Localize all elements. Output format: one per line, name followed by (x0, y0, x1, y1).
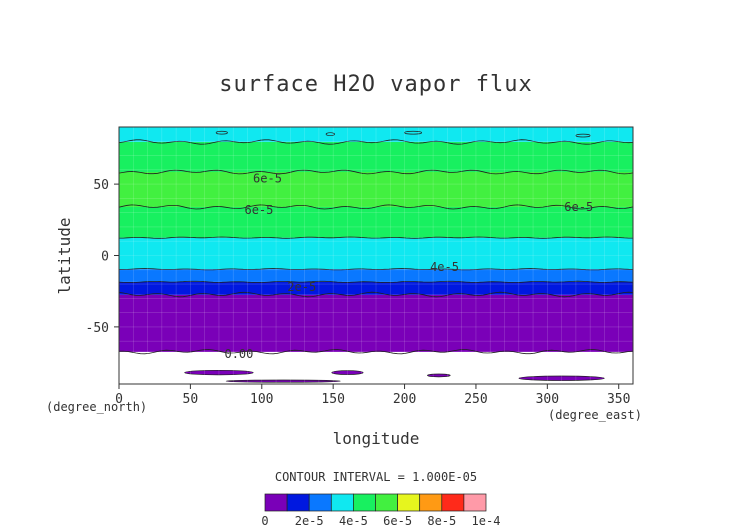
x-tick-label: 250 (464, 392, 487, 407)
zero-island (331, 370, 364, 375)
plot-area (119, 127, 633, 384)
x-tick-label: 200 (393, 392, 416, 407)
y-tick-label: -50 (86, 321, 109, 336)
x-tick-label: 50 (183, 392, 199, 407)
contour-lines (119, 139, 633, 355)
grid-lines (119, 127, 633, 384)
y-axis-label: latitude (55, 217, 74, 294)
contour-line (119, 204, 633, 210)
contour-band (119, 127, 633, 142)
colorbar-swatch (463, 493, 487, 512)
zero-island (225, 379, 341, 383)
contour-line (119, 268, 633, 271)
contour-band (119, 269, 633, 282)
x-axis-label: longitude (333, 429, 420, 448)
zero-island (184, 369, 254, 376)
colorbar-swatch (397, 493, 421, 512)
colorbar-swatch (419, 493, 443, 512)
contour-line (119, 139, 633, 145)
contour-band (119, 206, 633, 238)
contour-labels: 6e-5 6e-5 6e-5 4e-5 2e-5 0.00 (224, 171, 593, 361)
contour-line (119, 349, 633, 355)
x-tick-label: 300 (536, 392, 559, 407)
colorbar: 0 2e-5 4e-5 6e-5 8e-5 1e-4 (261, 493, 501, 528)
contour-label: 0.00 (224, 347, 253, 361)
zero-contour-islands (184, 130, 605, 383)
contour-band (119, 141, 633, 172)
x-tick-label: 0 (115, 392, 123, 407)
colorbar-swatch (441, 493, 465, 512)
contour-line (119, 291, 633, 298)
x-tick-label: 150 (321, 392, 344, 407)
colorbar-label: 4e-5 (339, 514, 368, 528)
contour-band (119, 237, 633, 270)
contour-fill-bands (119, 127, 633, 384)
contour-label: 6e-5 (564, 200, 593, 214)
colorbar-swatch (286, 493, 310, 512)
x-tick-label: 100 (250, 392, 273, 407)
zero-island (427, 373, 451, 378)
y-axis-ticks: -50 0 50 (86, 178, 119, 336)
x-tick-label: 350 (607, 392, 630, 407)
colorbar-swatch (353, 493, 376, 512)
contour-label: 6e-5 (253, 171, 282, 185)
colorbar-swatch (375, 493, 398, 512)
colorbar-swatch (308, 493, 332, 512)
contour-line (119, 236, 633, 239)
x-axis-ticks: 0 50 100 150 200 250 300 350 (115, 384, 630, 407)
colorbar-label: 6e-5 (383, 514, 412, 528)
contour-interval-text: CONTOUR INTERVAL = 1.000E-05 (275, 470, 477, 484)
colorbar-label: 2e-5 (295, 514, 324, 528)
contour-line (119, 280, 633, 284)
colorbar-label: 1e-4 (472, 514, 501, 528)
chart-title: surface H2O vapor flux (219, 72, 532, 97)
zero-island (518, 375, 605, 381)
colorbar-label: 0 (261, 514, 268, 528)
arctic-contour-patch (215, 130, 228, 135)
contour-label: 6e-5 (244, 203, 273, 217)
contour-label: 2e-5 (287, 280, 316, 294)
arctic-contour-patch (575, 133, 591, 138)
arctic-contour-patch (325, 132, 335, 136)
arctic-contour-patch (404, 130, 423, 135)
y-unit-label: (degree_north) (46, 400, 147, 414)
x-unit-label: (degree_east) (548, 408, 642, 422)
contour-band (119, 171, 633, 207)
contour-band (119, 294, 633, 352)
colorbar-swatch (330, 493, 354, 512)
contour-line (119, 169, 633, 175)
contour-label: 4e-5 (430, 260, 459, 274)
contour-band (119, 281, 633, 295)
y-tick-label: 50 (93, 178, 109, 193)
colorbar-label: 8e-5 (427, 514, 456, 528)
colorbar-swatch (264, 493, 288, 512)
y-tick-label: 0 (101, 250, 109, 265)
